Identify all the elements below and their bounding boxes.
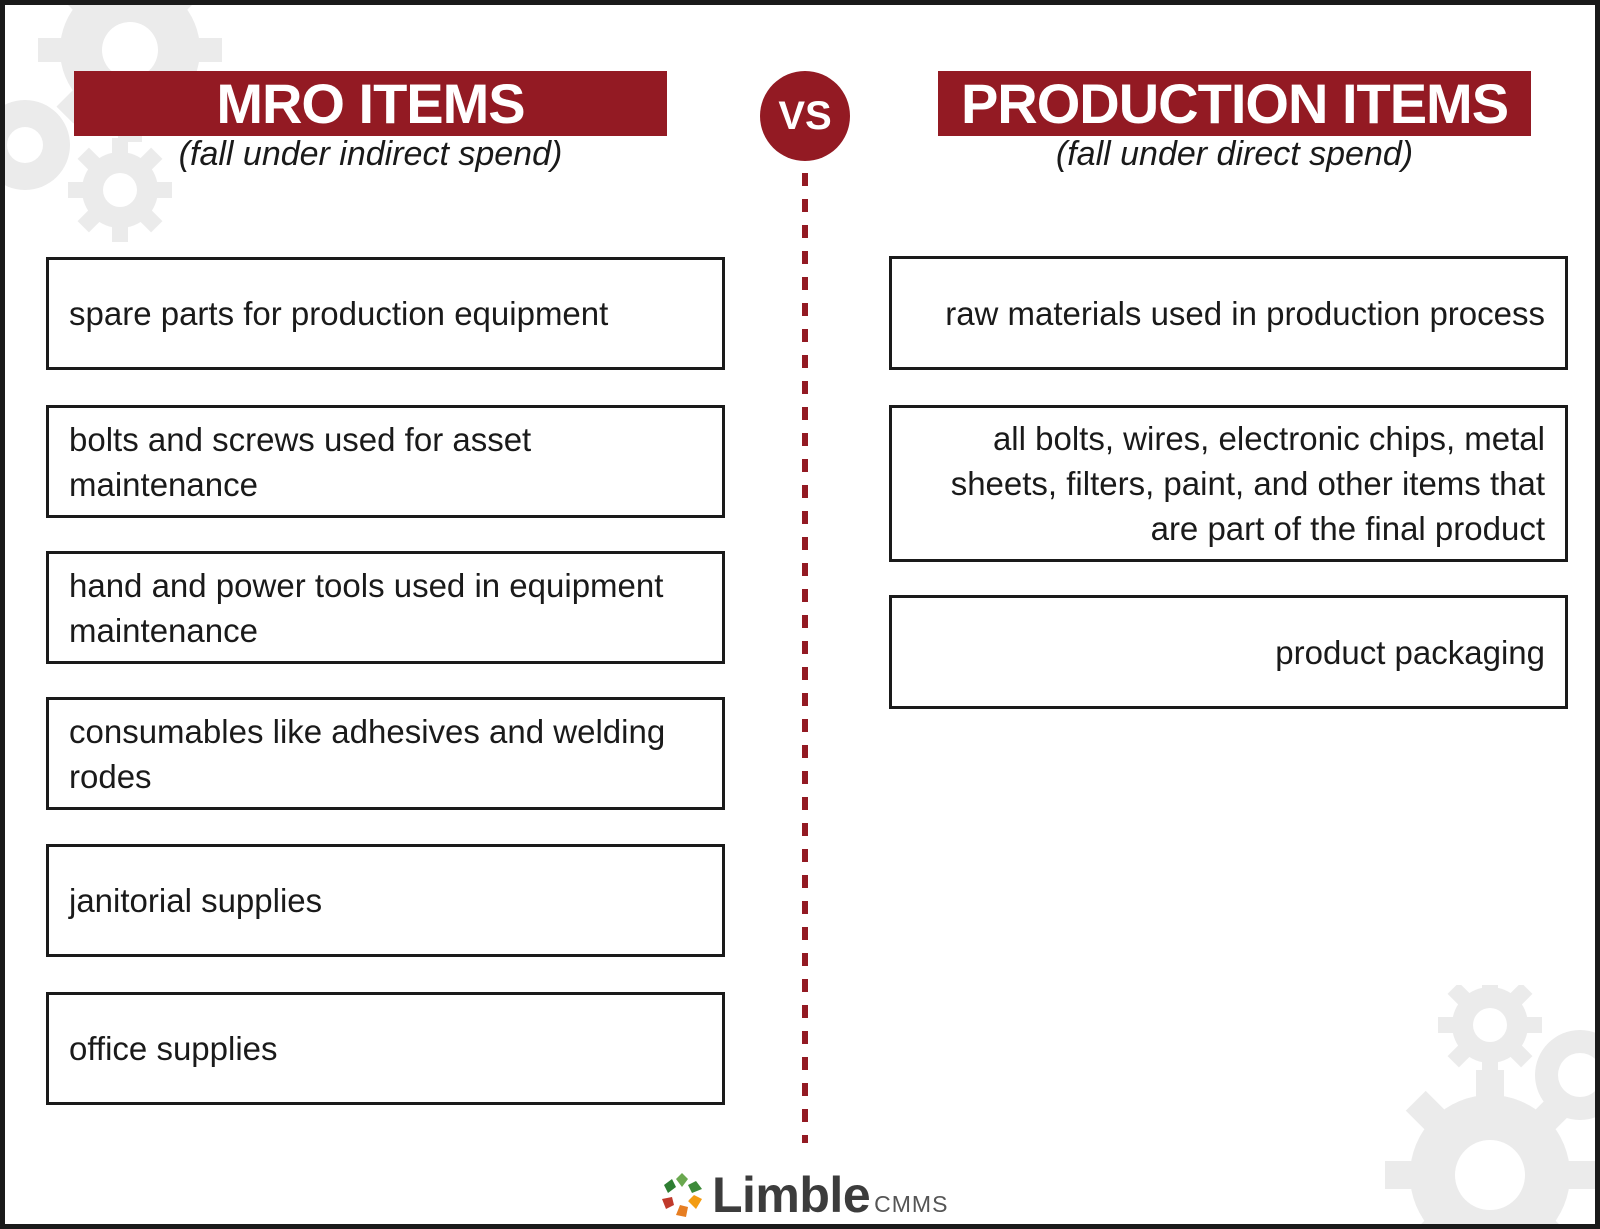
gears-decoration-bottom-right-icon: [1385, 985, 1595, 1224]
list-item-text: consumables like adhesives and welding r…: [69, 712, 666, 795]
list-item: product packaging: [889, 595, 1568, 709]
list-item-text: product packaging: [1275, 633, 1545, 671]
vs-badge: VS: [760, 71, 850, 161]
list-item-text: hand and power tools used in equipment m…: [69, 566, 664, 649]
logo-name: Limble: [712, 1167, 871, 1223]
mro-items-title: MRO ITEMS: [74, 71, 667, 136]
list-item-text: spare parts for production equipment: [69, 295, 609, 332]
gear-logo-icon: [662, 1173, 702, 1217]
limble-logo: Limble CMMS: [658, 1165, 949, 1224]
list-item-text: raw materials used in production process: [945, 294, 1545, 332]
production-items-title: PRODUCTION ITEMS: [938, 71, 1531, 136]
list-item: spare parts for production equipment: [46, 257, 725, 370]
list-item: janitorial supplies: [46, 844, 725, 957]
list-item: consumables like adhesives and welding r…: [46, 697, 725, 810]
list-item: office supplies: [46, 992, 725, 1105]
logo-suffix: CMMS: [874, 1190, 949, 1217]
list-item-text: janitorial supplies: [69, 882, 323, 919]
dashed-divider: [802, 173, 808, 1143]
list-item: all bolts, wires, electronic chips, meta…: [889, 405, 1568, 562]
list-item-text: office supplies: [69, 1030, 278, 1067]
list-item: raw materials used in production process: [889, 256, 1568, 370]
mro-items-subtitle: (fall under indirect spend): [178, 135, 563, 173]
list-item-text: bolts and screws used for asset maintena…: [69, 420, 532, 503]
list-item-text: all bolts, wires, electronic chips, meta…: [950, 420, 1545, 547]
list-item: bolts and screws used for asset maintena…: [46, 405, 725, 518]
production-items-subtitle: (fall under direct spend): [1055, 135, 1414, 173]
list-item: hand and power tools used in equipment m…: [46, 551, 725, 664]
